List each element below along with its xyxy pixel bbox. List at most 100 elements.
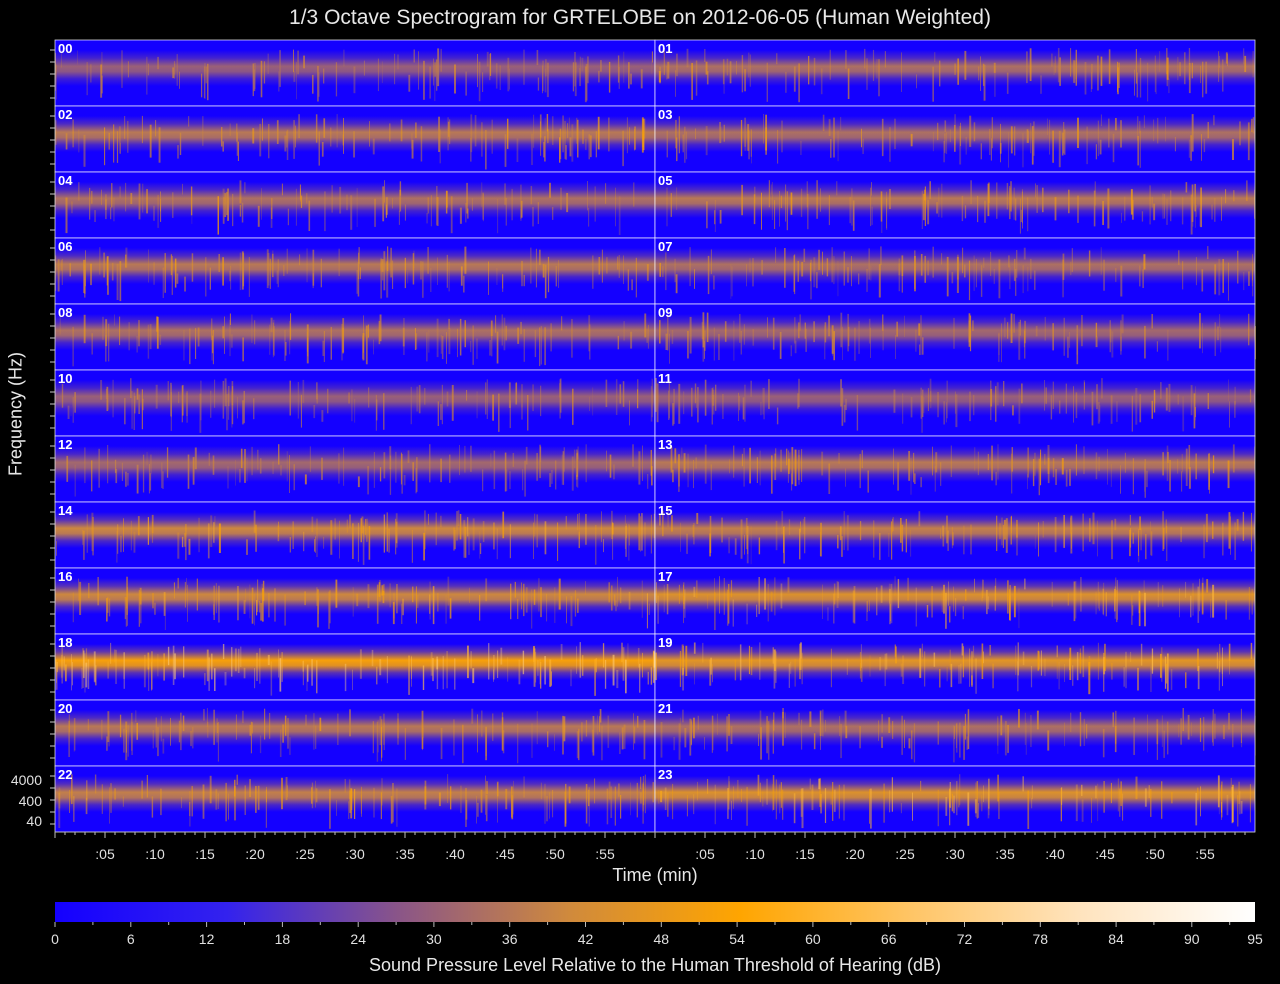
spectral-streak	[259, 123, 262, 157]
spectral-streak	[293, 49, 294, 73]
spectral-streak	[780, 449, 782, 472]
spectral-streak	[335, 62, 338, 97]
spectral-streak	[1228, 512, 1231, 549]
spectral-streak	[1067, 336, 1069, 358]
spectral-streak	[146, 775, 148, 798]
spectral-streak	[1045, 387, 1047, 404]
spectral-streak	[938, 187, 940, 218]
spectral-streak	[918, 511, 921, 527]
spectral-streak	[316, 518, 318, 557]
spectral-streak	[592, 716, 595, 756]
spectral-streak	[784, 248, 786, 288]
spectral-streak	[1254, 189, 1255, 219]
spectral-streak	[1125, 656, 1127, 668]
spectral-streak	[920, 254, 923, 276]
spectral-streak	[299, 254, 301, 266]
spectral-streak	[919, 344, 921, 355]
spectral-streak	[1234, 522, 1236, 560]
spectral-streak	[1103, 652, 1105, 692]
spectral-streak	[212, 455, 215, 475]
spectral-streak	[1156, 341, 1158, 352]
x-tick-label: :10	[745, 846, 765, 862]
spectral-streak	[1076, 333, 1078, 355]
spectral-streak	[189, 802, 191, 817]
spectral-streak	[1199, 717, 1202, 742]
spectral-streak	[739, 314, 741, 343]
spectral-streak	[1137, 667, 1139, 691]
spectral-streak	[598, 257, 601, 275]
spectral-streak	[516, 138, 519, 162]
spectral-streak	[287, 208, 289, 226]
spectral-streak	[278, 649, 279, 678]
spectral-streak	[197, 327, 200, 347]
spectral-streak	[108, 730, 110, 747]
spectral-streak	[390, 247, 392, 278]
spectral-streak	[657, 595, 659, 624]
spectral-streak	[871, 182, 872, 196]
spectral-streak	[724, 321, 727, 342]
hour-label: 21	[658, 701, 672, 716]
spectral-streak	[290, 313, 292, 340]
spectral-streak	[73, 796, 75, 822]
spectral-streak	[532, 207, 534, 227]
spectral-streak	[559, 137, 561, 163]
spectral-streak	[500, 647, 503, 665]
spectral-streak	[1212, 521, 1214, 539]
spectral-streak	[682, 709, 684, 723]
spectral-streak	[222, 188, 225, 224]
colorbar-tick-label: 78	[1033, 931, 1049, 947]
spectral-streak	[859, 454, 861, 489]
spectral-streak	[1161, 781, 1163, 819]
spectral-streak	[547, 129, 549, 144]
spectral-streak	[502, 730, 505, 754]
spectral-streak	[695, 128, 696, 140]
spectral-streak	[797, 393, 799, 409]
spectral-streak	[904, 315, 905, 337]
spectral-streak	[141, 389, 143, 430]
spectral-streak	[728, 776, 730, 810]
spectral-streak	[783, 526, 785, 564]
spectral-streak	[317, 72, 320, 97]
spectral-streak	[441, 384, 443, 425]
spectral-streak	[595, 131, 597, 158]
spectral-streak	[453, 527, 455, 551]
spectral-streak	[913, 452, 915, 483]
spectral-streak	[995, 386, 997, 422]
spectral-streak	[772, 719, 774, 754]
spectral-streak	[217, 196, 219, 235]
spectral-streak	[1195, 205, 1197, 217]
spectral-streak	[910, 133, 913, 147]
spectral-streak	[819, 710, 822, 736]
frequency-band	[55, 116, 655, 152]
spectral-streak	[1092, 512, 1095, 545]
spectral-streak	[908, 451, 910, 481]
spectral-streak	[73, 718, 75, 752]
spectral-streak	[1214, 713, 1216, 739]
spectral-streak	[382, 186, 385, 222]
spectral-streak	[544, 327, 546, 366]
spectral-streak	[250, 721, 252, 754]
spectral-streak	[697, 387, 699, 423]
spectral-streak	[1121, 212, 1122, 223]
spectral-streak	[900, 663, 903, 677]
spectral-streak	[771, 182, 773, 221]
spectral-streak	[798, 63, 800, 103]
spectral-streak	[433, 586, 434, 618]
spectral-streak	[974, 447, 976, 471]
spectral-streak	[774, 577, 776, 616]
spectral-streak	[69, 790, 70, 813]
spectral-streak	[160, 788, 162, 816]
spectral-streak	[446, 332, 447, 364]
spectral-streak	[969, 648, 970, 687]
spectral-streak	[465, 203, 467, 223]
spectral-streak	[449, 454, 451, 483]
spectral-streak	[101, 52, 103, 75]
spectral-streak	[259, 601, 261, 613]
spectral-streak	[1073, 386, 1074, 423]
spectral-streak	[775, 651, 777, 683]
spectral-streak	[1015, 198, 1017, 221]
spectral-streak	[1234, 386, 1236, 405]
spectral-streak	[559, 378, 562, 413]
colorbar-tick-label: 24	[350, 931, 366, 947]
spectral-streak	[1010, 516, 1012, 545]
